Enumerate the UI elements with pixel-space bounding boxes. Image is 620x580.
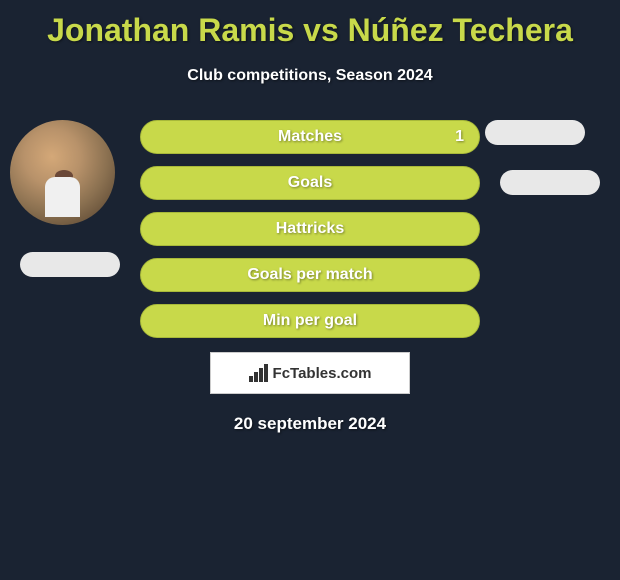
stat-row-goals: Goals xyxy=(140,166,480,200)
stat-row-goals-per-match: Goals per match xyxy=(140,258,480,292)
stat-row-hattricks: Hattricks xyxy=(140,212,480,246)
stat-label: Goals xyxy=(288,174,332,192)
player-right-name-pill xyxy=(500,170,600,195)
player-left-name-pill xyxy=(20,252,120,277)
player-left-avatar xyxy=(10,120,115,225)
stat-row-min-per-goal: Min per goal xyxy=(140,304,480,338)
date-label: 20 september 2024 xyxy=(10,414,610,434)
fctables-logo[interactable]: FcTables.com xyxy=(210,352,410,394)
stat-label: Matches xyxy=(278,128,342,146)
stats-list: Matches 1 Goals Hattricks Goals per matc… xyxy=(140,120,480,338)
bar-chart-icon xyxy=(249,364,269,382)
stat-label: Min per goal xyxy=(263,312,357,330)
subtitle: Club competitions, Season 2024 xyxy=(0,67,620,85)
stat-row-matches: Matches 1 xyxy=(140,120,480,154)
player-right-avatar-pill xyxy=(485,120,585,145)
comparison-panel: Matches 1 Goals Hattricks Goals per matc… xyxy=(0,120,620,434)
stat-label: Hattricks xyxy=(276,220,344,238)
stat-label: Goals per match xyxy=(247,266,372,284)
logo-text: FcTables.com xyxy=(273,365,372,382)
stat-value-right: 1 xyxy=(455,128,464,146)
page-title: Jonathan Ramis vs Núñez Techera xyxy=(0,0,620,49)
